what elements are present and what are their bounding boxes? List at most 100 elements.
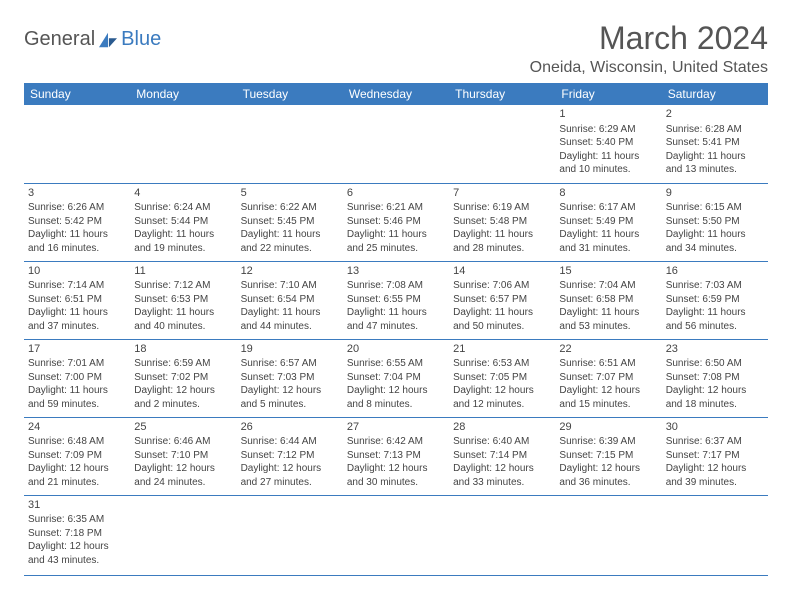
logo-text-general: General: [24, 28, 95, 51]
calendar-day-cell: 20Sunrise: 6:55 AMSunset: 7:04 PMDayligh…: [343, 339, 449, 417]
calendar-day-cell: 15Sunrise: 7:04 AMSunset: 6:58 PMDayligh…: [555, 261, 661, 339]
daylight-line: Daylight: 12 hours and 12 minutes.: [453, 384, 551, 411]
sunset-line: Sunset: 6:54 PM: [241, 293, 339, 307]
sunrise-line: Sunrise: 7:03 AM: [666, 279, 764, 293]
sunrise-line: Sunrise: 6:19 AM: [453, 201, 551, 215]
calendar-day-cell: 9Sunrise: 6:15 AMSunset: 5:50 PMDaylight…: [662, 183, 768, 261]
sunset-line: Sunset: 7:13 PM: [347, 449, 445, 463]
day-number: 28: [453, 420, 551, 435]
sunset-line: Sunset: 5:48 PM: [453, 215, 551, 229]
sunrise-line: Sunrise: 6:59 AM: [134, 357, 232, 371]
calendar-day-cell: 16Sunrise: 7:03 AMSunset: 6:59 PMDayligh…: [662, 261, 768, 339]
sunrise-line: Sunrise: 6:22 AM: [241, 201, 339, 215]
calendar-week-row: 3Sunrise: 6:26 AMSunset: 5:42 PMDaylight…: [24, 183, 768, 261]
sunrise-line: Sunrise: 6:26 AM: [28, 201, 126, 215]
month-title: March 2024: [530, 20, 768, 57]
daylight-line: Daylight: 11 hours and 44 minutes.: [241, 306, 339, 333]
daylight-line: Daylight: 12 hours and 43 minutes.: [28, 540, 126, 567]
daylight-line: Daylight: 11 hours and 16 minutes.: [28, 228, 126, 255]
day-number: 2: [666, 107, 764, 122]
day-number: 8: [559, 186, 657, 201]
calendar-day-cell: 14Sunrise: 7:06 AMSunset: 6:57 PMDayligh…: [449, 261, 555, 339]
daylight-line: Daylight: 11 hours and 40 minutes.: [134, 306, 232, 333]
sunset-line: Sunset: 7:17 PM: [666, 449, 764, 463]
day-number: 7: [453, 186, 551, 201]
day-number: 14: [453, 264, 551, 279]
day-number: 30: [666, 420, 764, 435]
sunrise-line: Sunrise: 6:46 AM: [134, 435, 232, 449]
sunrise-line: Sunrise: 6:42 AM: [347, 435, 445, 449]
calendar-day-cell: 8Sunrise: 6:17 AMSunset: 5:49 PMDaylight…: [555, 183, 661, 261]
day-header: Thursday: [449, 83, 555, 105]
sunset-line: Sunset: 5:50 PM: [666, 215, 764, 229]
calendar-day-cell: 24Sunrise: 6:48 AMSunset: 7:09 PMDayligh…: [24, 417, 130, 495]
calendar-day-cell: 27Sunrise: 6:42 AMSunset: 7:13 PMDayligh…: [343, 417, 449, 495]
day-header: Tuesday: [237, 83, 343, 105]
calendar-day-cell: 12Sunrise: 7:10 AMSunset: 6:54 PMDayligh…: [237, 261, 343, 339]
sunset-line: Sunset: 7:04 PM: [347, 371, 445, 385]
calendar-day-cell: 10Sunrise: 7:14 AMSunset: 6:51 PMDayligh…: [24, 261, 130, 339]
daylight-line: Daylight: 11 hours and 53 minutes.: [559, 306, 657, 333]
calendar-day-cell: [555, 495, 661, 576]
day-number: 29: [559, 420, 657, 435]
daylight-line: Daylight: 12 hours and 5 minutes.: [241, 384, 339, 411]
calendar-day-cell: 31Sunrise: 6:35 AMSunset: 7:18 PMDayligh…: [24, 495, 130, 576]
calendar-day-cell: [449, 105, 555, 183]
daylight-line: Daylight: 12 hours and 30 minutes.: [347, 462, 445, 489]
sunset-line: Sunset: 7:18 PM: [28, 527, 126, 541]
sunrise-line: Sunrise: 6:37 AM: [666, 435, 764, 449]
day-number: 1: [559, 107, 657, 122]
day-number: 18: [134, 342, 232, 357]
day-number: 25: [134, 420, 232, 435]
day-header: Wednesday: [343, 83, 449, 105]
daylight-line: Daylight: 12 hours and 24 minutes.: [134, 462, 232, 489]
calendar-day-cell: [343, 495, 449, 576]
calendar-day-cell: [237, 105, 343, 183]
day-number: 27: [347, 420, 445, 435]
calendar-week-row: 24Sunrise: 6:48 AMSunset: 7:09 PMDayligh…: [24, 417, 768, 495]
calendar-day-cell: 26Sunrise: 6:44 AMSunset: 7:12 PMDayligh…: [237, 417, 343, 495]
day-number: 4: [134, 186, 232, 201]
calendar-day-cell: 30Sunrise: 6:37 AMSunset: 7:17 PMDayligh…: [662, 417, 768, 495]
calendar-week-row: 10Sunrise: 7:14 AMSunset: 6:51 PMDayligh…: [24, 261, 768, 339]
daylight-line: Daylight: 11 hours and 13 minutes.: [666, 150, 764, 177]
sunrise-line: Sunrise: 6:21 AM: [347, 201, 445, 215]
day-number: 11: [134, 264, 232, 279]
daylight-line: Daylight: 12 hours and 2 minutes.: [134, 384, 232, 411]
day-number: 3: [28, 186, 126, 201]
sunset-line: Sunset: 5:45 PM: [241, 215, 339, 229]
calendar-day-cell: 19Sunrise: 6:57 AMSunset: 7:03 PMDayligh…: [237, 339, 343, 417]
calendar-day-cell: [130, 105, 236, 183]
sunset-line: Sunset: 7:08 PM: [666, 371, 764, 385]
daylight-line: Daylight: 11 hours and 47 minutes.: [347, 306, 445, 333]
sunrise-line: Sunrise: 6:17 AM: [559, 201, 657, 215]
daylight-line: Daylight: 12 hours and 39 minutes.: [666, 462, 764, 489]
daylight-line: Daylight: 12 hours and 15 minutes.: [559, 384, 657, 411]
day-number: 5: [241, 186, 339, 201]
daylight-line: Daylight: 11 hours and 22 minutes.: [241, 228, 339, 255]
daylight-line: Daylight: 11 hours and 25 minutes.: [347, 228, 445, 255]
sunrise-line: Sunrise: 6:44 AM: [241, 435, 339, 449]
calendar-week-row: 17Sunrise: 7:01 AMSunset: 7:00 PMDayligh…: [24, 339, 768, 417]
sunset-line: Sunset: 6:55 PM: [347, 293, 445, 307]
sunrise-line: Sunrise: 6:29 AM: [559, 123, 657, 137]
sunrise-line: Sunrise: 6:48 AM: [28, 435, 126, 449]
day-number: 16: [666, 264, 764, 279]
calendar-day-cell: 2Sunrise: 6:28 AMSunset: 5:41 PMDaylight…: [662, 105, 768, 183]
calendar-day-cell: 1Sunrise: 6:29 AMSunset: 5:40 PMDaylight…: [555, 105, 661, 183]
daylight-line: Daylight: 12 hours and 33 minutes.: [453, 462, 551, 489]
calendar-day-cell: [662, 495, 768, 576]
daylight-line: Daylight: 11 hours and 34 minutes.: [666, 228, 764, 255]
logo-text-blue: Blue: [121, 28, 161, 51]
sunset-line: Sunset: 6:58 PM: [559, 293, 657, 307]
sunrise-line: Sunrise: 6:35 AM: [28, 513, 126, 527]
calendar-day-cell: [130, 495, 236, 576]
sunset-line: Sunset: 7:00 PM: [28, 371, 126, 385]
sunrise-line: Sunrise: 6:40 AM: [453, 435, 551, 449]
title-block: March 2024 Oneida, Wisconsin, United Sta…: [530, 20, 768, 77]
calendar-week-row: 1Sunrise: 6:29 AMSunset: 5:40 PMDaylight…: [24, 105, 768, 183]
calendar-day-cell: 17Sunrise: 7:01 AMSunset: 7:00 PMDayligh…: [24, 339, 130, 417]
daylight-line: Daylight: 11 hours and 19 minutes.: [134, 228, 232, 255]
sunrise-line: Sunrise: 7:10 AM: [241, 279, 339, 293]
sunrise-line: Sunrise: 7:12 AM: [134, 279, 232, 293]
